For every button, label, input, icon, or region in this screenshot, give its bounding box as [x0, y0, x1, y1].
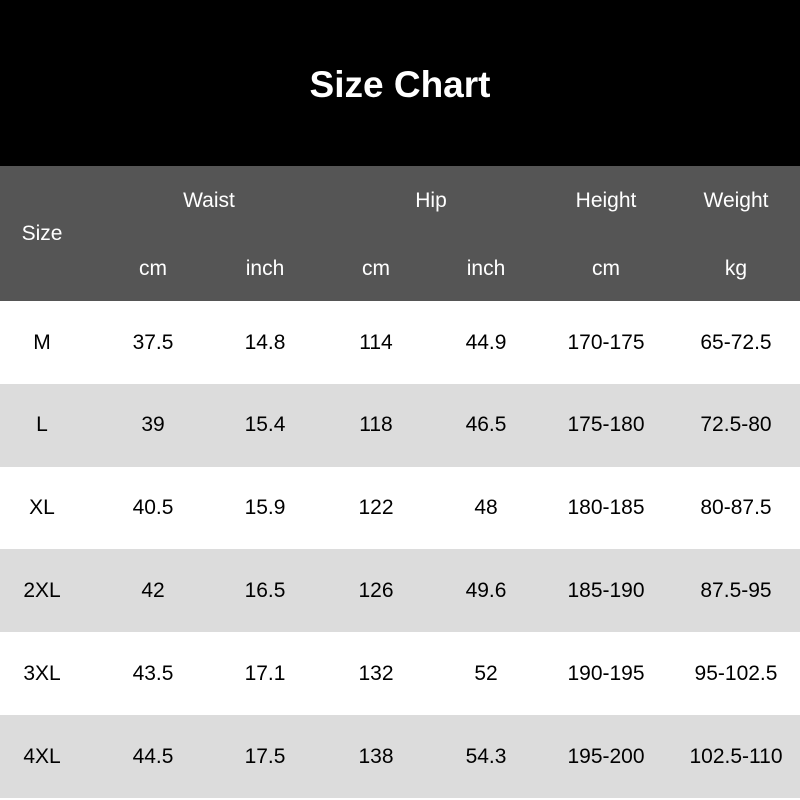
- cell-height-cm: 170-175: [567, 330, 645, 354]
- table-row: 3XL 43.5 17.1 132 52 190-195 95-102.5: [0, 632, 800, 716]
- cell-hip-cm: 122: [358, 496, 394, 520]
- cell-waist-inch: 14.8: [244, 330, 286, 354]
- cell-hip-inch: 46.5: [465, 413, 507, 437]
- table-row: XL 40.5 15.9 122 48 180-185 80-87.5: [0, 466, 800, 550]
- table-row: M 37.5 14.8 114 44.9 170-175 65-72.5: [0, 301, 800, 384]
- unit-waist-inch: inch: [245, 257, 285, 280]
- table-row: L 39 15.4 118 46.5 175-180 72.5-80: [0, 383, 800, 467]
- cell-weight-kg: 80-87.5: [700, 496, 772, 520]
- cell-waist-inch: 16.5: [244, 578, 286, 602]
- header-weight: Weight: [703, 189, 769, 212]
- cell-height-cm: 185-190: [567, 578, 645, 602]
- cell-hip-cm: 114: [359, 330, 393, 354]
- cell-waist-cm: 37.5: [132, 330, 174, 354]
- cell-height-cm: 190-195: [567, 661, 645, 685]
- header-waist: Waist: [183, 189, 235, 212]
- cell-weight-kg: 87.5-95: [700, 578, 772, 602]
- cell-hip-cm: 132: [358, 661, 394, 685]
- cell-waist-inch: 15.4: [244, 413, 286, 437]
- cell-waist-cm: 42: [141, 578, 165, 602]
- cell-hip-cm: 118: [359, 413, 393, 437]
- cell-height-cm: 180-185: [567, 496, 645, 520]
- cell-size: L: [36, 413, 48, 437]
- cell-hip-inch: 44.9: [465, 330, 507, 354]
- cell-waist-inch: 17.1: [244, 661, 286, 685]
- cell-size: M: [33, 330, 51, 354]
- table-header: Size Waist Hip Height Weight cm inch cm …: [0, 166, 800, 301]
- cell-hip-cm: 126: [358, 578, 394, 602]
- cell-size: XL: [29, 496, 55, 520]
- cell-hip-inch: 54.3: [465, 744, 507, 768]
- cell-waist-inch: 17.5: [244, 744, 286, 768]
- cell-weight-kg: 65-72.5: [700, 330, 772, 354]
- unit-hip-inch: inch: [466, 257, 506, 280]
- unit-hip-cm: cm: [362, 257, 390, 280]
- cell-waist-cm: 43.5: [132, 661, 174, 685]
- cell-waist-inch: 15.9: [244, 496, 286, 520]
- cell-size: 3XL: [23, 661, 61, 685]
- cell-hip-inch: 49.6: [465, 578, 507, 602]
- cell-hip-cm: 138: [358, 744, 394, 768]
- cell-height-cm: 175-180: [567, 413, 645, 437]
- cell-hip-inch: 52: [474, 661, 498, 685]
- cell-hip-inch: 48: [474, 496, 498, 520]
- unit-height-cm: cm: [592, 257, 620, 280]
- chart-title: Size Chart: [309, 64, 491, 105]
- table-row: 4XL 44.5 17.5 138 54.3 195-200 102.5-110: [0, 715, 800, 798]
- unit-waist-cm: cm: [139, 257, 167, 280]
- header-size: Size: [21, 222, 63, 245]
- cell-height-cm: 195-200: [567, 744, 645, 768]
- header-height: Height: [575, 189, 637, 212]
- table-row: 2XL 42 16.5 126 49.6 185-190 87.5-95: [0, 549, 800, 633]
- cell-weight-kg: 72.5-80: [700, 413, 772, 437]
- cell-waist-cm: 39: [141, 413, 165, 437]
- cell-size: 2XL: [23, 578, 61, 602]
- cell-size: 4XL: [23, 744, 61, 768]
- cell-waist-cm: 44.5: [132, 744, 174, 768]
- title-bar: Size Chart: [0, 0, 800, 166]
- cell-weight-kg: 95-102.5: [694, 661, 778, 685]
- cell-waist-cm: 40.5: [132, 496, 174, 520]
- header-hip: Hip: [415, 189, 447, 212]
- unit-weight-kg: kg: [724, 257, 748, 280]
- cell-weight-kg: 102.5-110: [689, 744, 783, 768]
